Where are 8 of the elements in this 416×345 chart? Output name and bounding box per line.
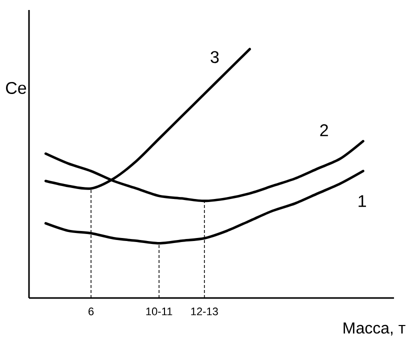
x-tick-label: 6 <box>88 308 94 316</box>
series-label: 3 <box>210 51 219 64</box>
x-axis-title: Масса, т <box>344 322 406 336</box>
series-label: 2 <box>320 124 328 136</box>
x-tick-label: 12-13 <box>191 308 218 316</box>
x-tick-label: 10-11 <box>146 308 172 316</box>
y-axis-title: Се <box>6 82 26 94</box>
series-label: 1 <box>358 195 366 207</box>
